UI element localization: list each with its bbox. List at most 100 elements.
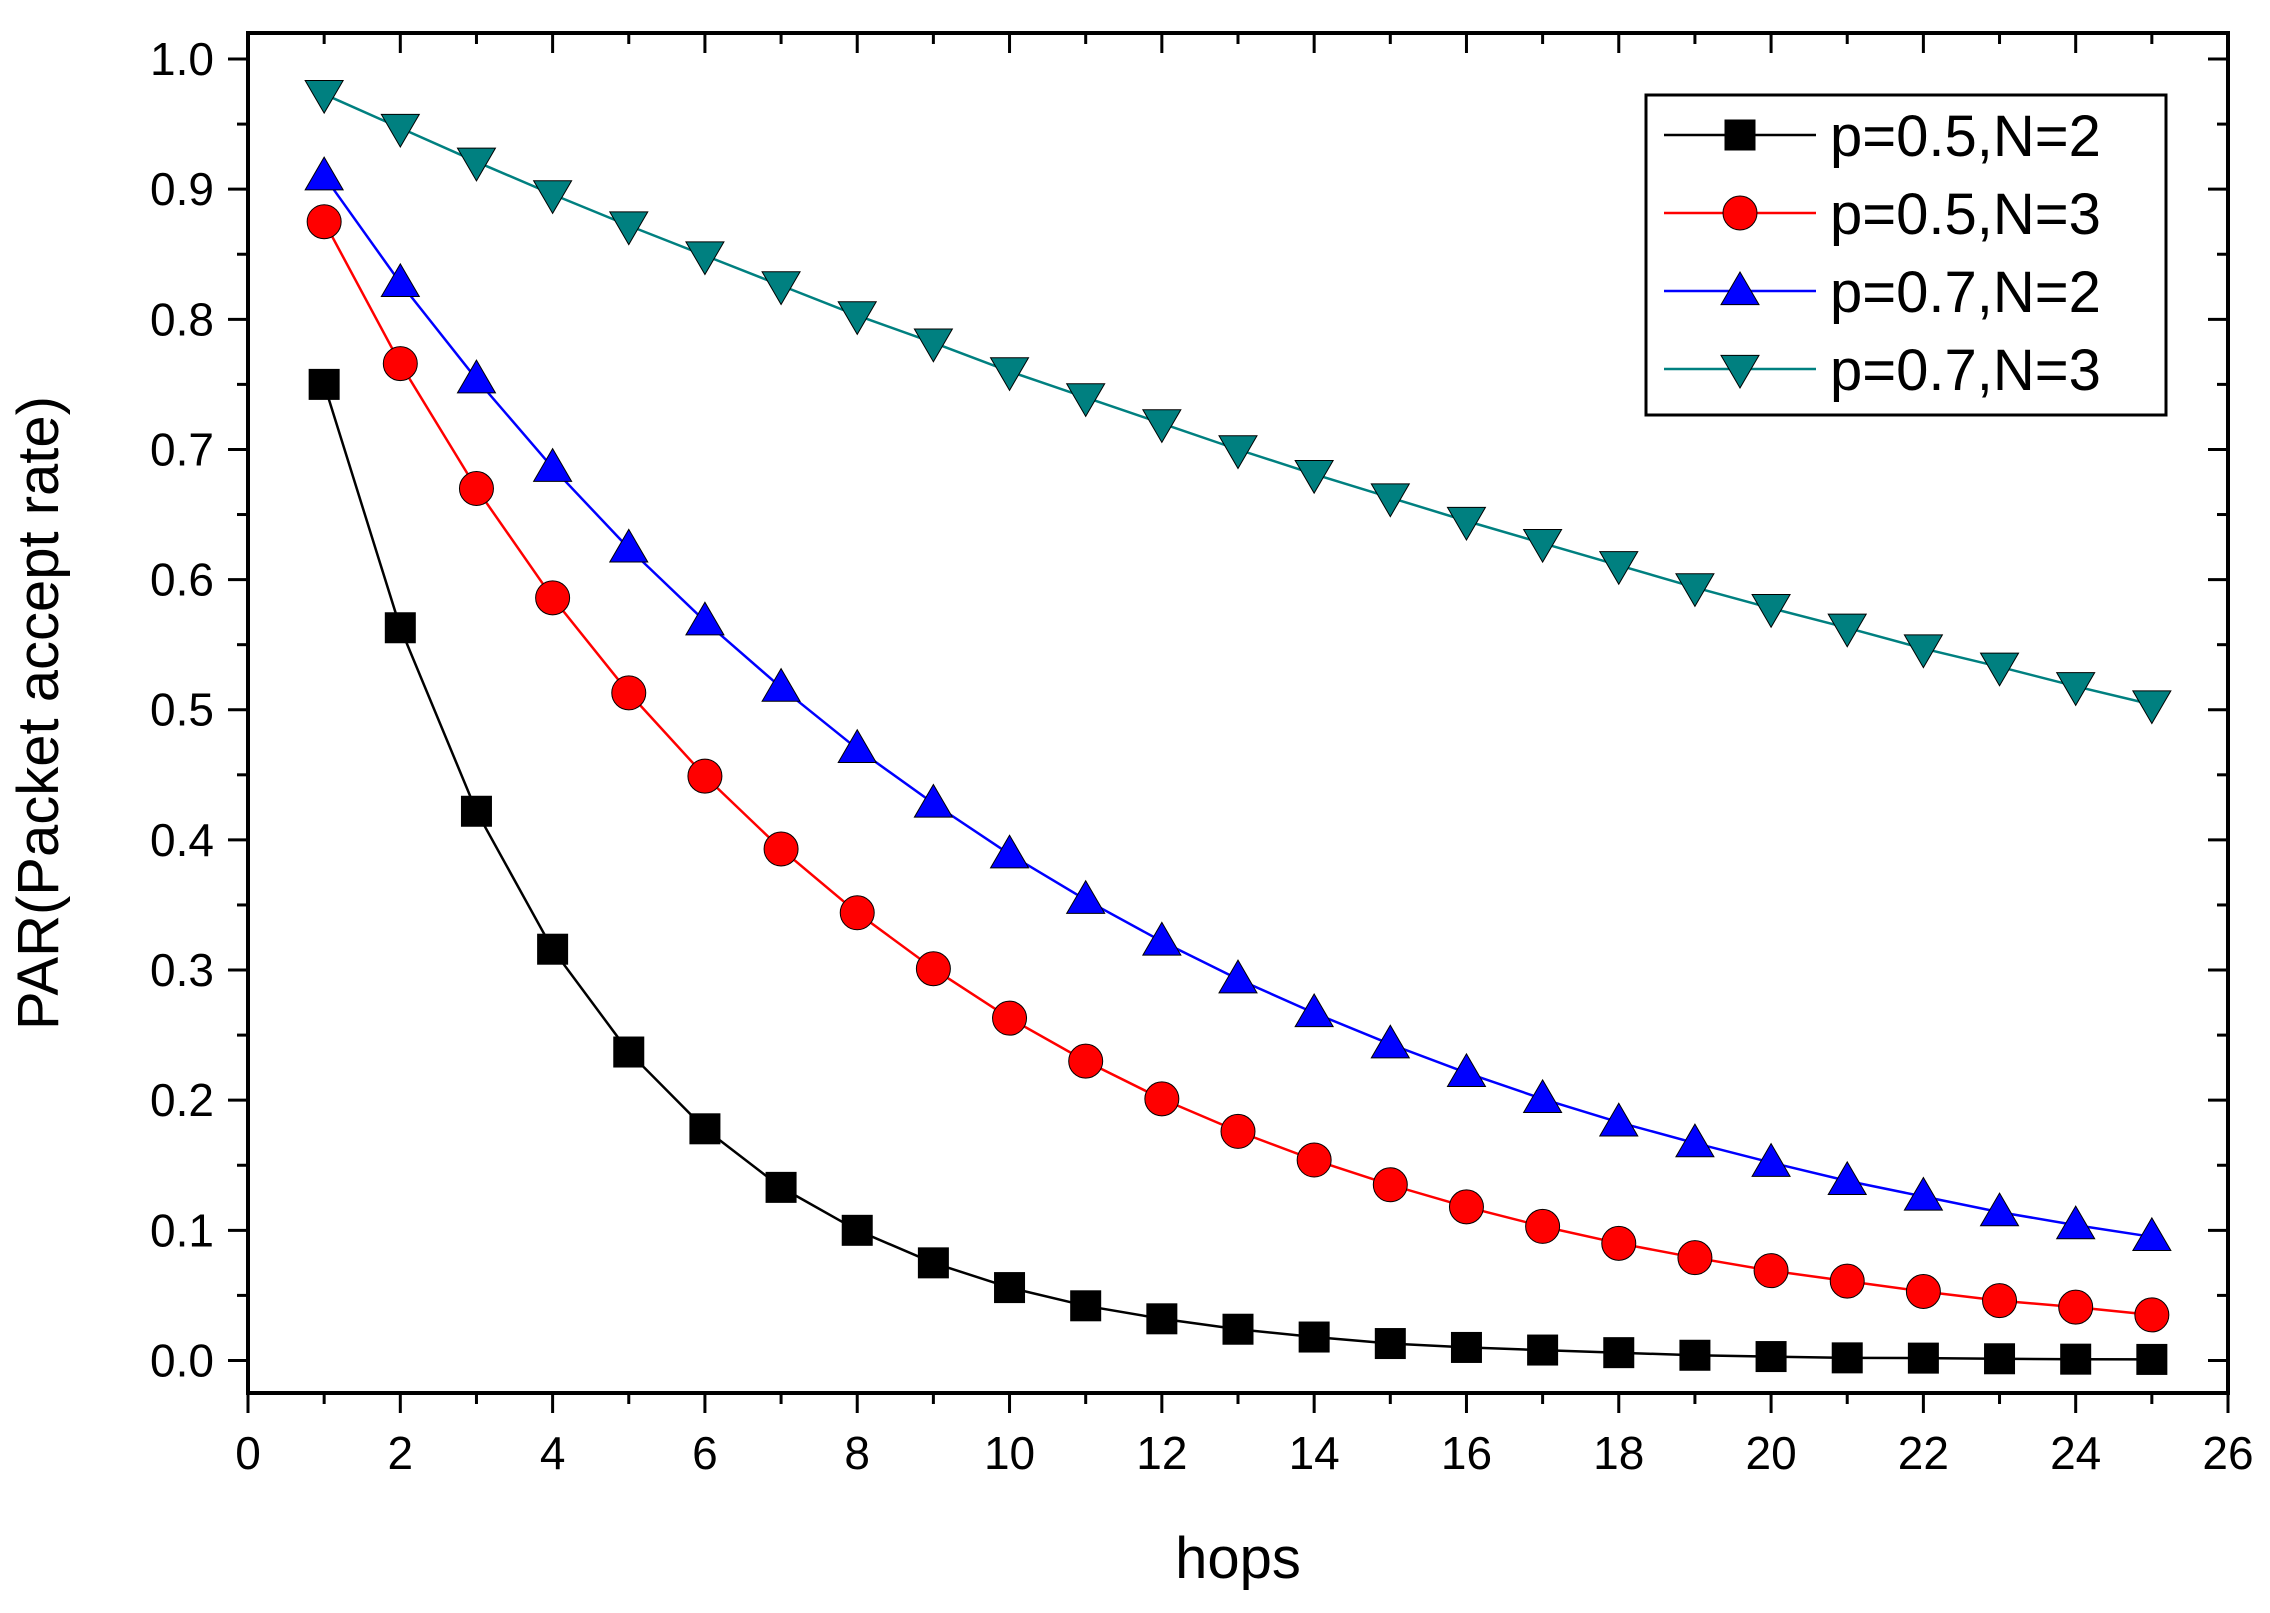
- x-tick-label: 18: [1593, 1427, 1644, 1479]
- data-point-p-0-5-n-2: [1527, 1334, 1559, 1366]
- tick-labels: 0 2 4 6 8 10 12 14 16 18 20 22 24 260.00.10.20.30.40.…: [150, 33, 2254, 1479]
- data-point-p-0-5-n-2: [384, 612, 416, 644]
- data-point-p-0-7-n-3: [1903, 634, 1944, 669]
- data-point-p-0-7-n-3: [456, 147, 497, 182]
- data-point-p-0-5-n-2: [841, 1214, 873, 1246]
- plot-frame: [246, 31, 2230, 1395]
- data-point-p-0-7-n-3: [1218, 435, 1258, 470]
- data-point-p-0-7-n-3: [1598, 551, 1639, 586]
- data-point-p-0-7-n-3: [2131, 690, 2172, 725]
- data-point-p-0-5-n-2: [1984, 1343, 2016, 1375]
- data-point-p-0-7-n-2: [1446, 1052, 1487, 1088]
- data-point-p-0-7-n-2: [1979, 1192, 2020, 1227]
- data-point-p-0-7-n-2: [989, 834, 1030, 869]
- legend-label: p=0.5,N=2: [1830, 104, 2101, 169]
- data-point-p-0-5-n-2: [1450, 1331, 1482, 1363]
- x-tick-label: 14: [1289, 1427, 1340, 1479]
- data-point-p-0-5-n-3: [992, 1000, 1028, 1036]
- legend-item-p-0-5-n-3: p=0.5,N=3: [1664, 182, 2101, 247]
- data-point-p-0-7-n-3: [837, 301, 878, 336]
- data-point-p-0-5-n-3: [1525, 1208, 1561, 1244]
- data-point-p-0-5-n-2: [1907, 1342, 1939, 1374]
- y-tick-label: 0.0: [150, 1334, 214, 1386]
- data-point-p-0-5-n-2: [917, 1247, 949, 1279]
- x-tick-label: 16: [1441, 1427, 1492, 1479]
- data-point-p-0-7-n-3: [1827, 613, 1868, 648]
- legend: p=0.5,N=2 p=0.5,N=3 p=0.7,N=2 p=0.7,N=3: [1644, 93, 2168, 417]
- legend-marker: [1724, 119, 1756, 151]
- data-point-p-0-7-n-2: [608, 528, 649, 563]
- data-point-p-0-5-n-3: [1372, 1167, 1408, 1203]
- data-point-p-0-5-n-2: [1603, 1337, 1635, 1369]
- legend-label: p=0.7,N=3: [1830, 338, 2101, 403]
- data-point-p-0-7-n-2: [1065, 879, 1106, 914]
- y-tick-label: 1.0: [150, 33, 214, 85]
- y-tick-label: 0.9: [150, 163, 214, 215]
- x-tick-label: 22: [1898, 1427, 1949, 1479]
- data-point-p-0-7-n-3: [1370, 483, 1411, 518]
- legend-item-p-0-5-n-2: p=0.5,N=2: [1664, 104, 2101, 169]
- data-point-p-0-5-n-3: [1144, 1081, 1180, 1117]
- data-point-p-0-5-n-2: [1679, 1339, 1711, 1371]
- data-point-p-0-7-n-2: [913, 783, 954, 818]
- data-point-p-0-5-n-3: [382, 346, 418, 382]
- data-point-p-0-5-n-3: [763, 831, 799, 867]
- data-point-p-0-7-n-2: [532, 447, 573, 482]
- x-tick-label: 6: [692, 1427, 718, 1479]
- data-point-p-0-7-n-3: [913, 328, 954, 363]
- data-point-p-0-7-n-2: [1294, 992, 1335, 1028]
- x-tick-label: 4: [540, 1427, 566, 1479]
- data-point-p-0-7-n-2: [1522, 1078, 1563, 1114]
- data-point-p-0-5-n-3: [687, 758, 723, 794]
- legend-item-p-0-7-n-2: p=0.7,N=2: [1664, 260, 2101, 325]
- data-point-p-0-7-n-2: [1141, 921, 1182, 956]
- x-tick-label: 8: [844, 1427, 870, 1479]
- y-tick-label: 0.2: [150, 1074, 214, 1126]
- legend-marker: [1720, 271, 1760, 306]
- y-tick-label: 0.6: [150, 554, 214, 606]
- x-tick-label: 2: [388, 1427, 414, 1479]
- data-point-p-0-7-n-3: [1141, 409, 1182, 444]
- legend-label: p=0.7,N=2: [1830, 260, 2101, 325]
- x-tick-label: 0: [235, 1427, 261, 1479]
- data-point-p-0-7-n-2: [1903, 1176, 1944, 1211]
- x-axis-title: hops: [1175, 1526, 1301, 1591]
- data-point-p-0-5-n-3: [1220, 1113, 1256, 1149]
- data-point-p-0-5-n-2: [1755, 1341, 1787, 1373]
- data-point-p-0-7-n-2: [1598, 1102, 1639, 1137]
- data-point-p-0-7-n-2: [456, 359, 497, 394]
- y-tick-label: 0.7: [150, 423, 214, 475]
- y-tick-label: 0.4: [150, 814, 214, 866]
- data-point-p-0-5-n-3: [458, 471, 494, 507]
- data-point-p-0-7-n-3: [1522, 528, 1563, 564]
- data-point-p-0-7-n-3: [1979, 652, 2020, 687]
- x-tick-label: 10: [984, 1427, 1035, 1479]
- data-point-p-0-5-n-2: [460, 795, 492, 827]
- data-point-p-0-5-n-3: [611, 675, 647, 711]
- data-point-p-0-5-n-3: [306, 204, 342, 240]
- data-point-p-0-5-n-2: [613, 1036, 645, 1068]
- data-point-p-0-7-n-2: [685, 601, 725, 636]
- y-tick-label: 0.5: [150, 684, 214, 736]
- data-point-p-0-7-n-3: [685, 241, 725, 276]
- data-point-p-0-7-n-3: [304, 79, 345, 115]
- data-point-p-0-5-n-3: [1982, 1283, 2018, 1319]
- series-p-0-7-n-3: [304, 79, 2172, 725]
- x-tick-label: 12: [1136, 1427, 1187, 1479]
- data-point-p-0-5-n-3: [1068, 1043, 1104, 1079]
- data-point-p-0-5-n-3: [1677, 1240, 1713, 1276]
- y-tick-label: 0.3: [150, 944, 214, 996]
- y-tick-label: 0.1: [150, 1204, 214, 1256]
- data-point-p-0-7-n-3: [1446, 506, 1487, 542]
- legend-marker: [1722, 195, 1758, 231]
- data-point-p-0-5-n-3: [1296, 1142, 1332, 1178]
- data-point-p-0-5-n-2: [2136, 1343, 2168, 1375]
- legend-marker: [1720, 354, 1760, 389]
- data-point-p-0-5-n-2: [1222, 1313, 1254, 1345]
- legend-label: p=0.5,N=3: [1830, 182, 2101, 247]
- data-point-p-0-5-n-2: [1146, 1303, 1178, 1335]
- data-point-p-0-5-n-2: [994, 1272, 1026, 1304]
- x-tick-label: 26: [2202, 1427, 2253, 1479]
